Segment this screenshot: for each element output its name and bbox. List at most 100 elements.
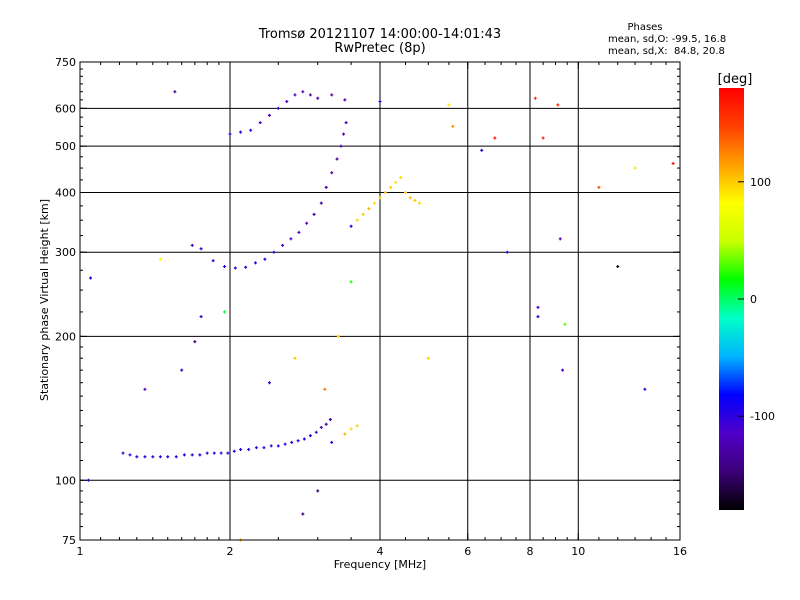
y-tick-label: 200 [55,330,76,343]
echo-point [272,250,276,254]
echo-point [399,175,403,179]
echo-point [378,100,382,104]
echo-point [232,449,236,453]
chart-title: Tromsø 20121107 14:00:00-14:01:43 [258,27,501,42]
echo-point [324,422,328,426]
echo-point [233,266,237,270]
echo-point [480,148,484,152]
echo-point [671,161,675,165]
echo-point [316,489,320,493]
echo-point [219,451,223,455]
echo-point [426,356,430,360]
echo-point [308,93,312,97]
echo-point [121,451,125,455]
echo-point [355,218,359,222]
echo-point [328,418,332,422]
echo-point [330,171,334,175]
y-tick-label: 75 [62,534,76,547]
echo-point [633,166,637,170]
y-tick-label: 100 [55,474,76,487]
echo-point [561,368,565,372]
echo-point [336,334,340,338]
y-tick-label: 500 [55,140,76,153]
echo-point [193,340,197,344]
echo-point [563,322,567,326]
echo-point [226,451,230,455]
echo-point [305,221,309,225]
x-tick-label: 16 [673,545,687,558]
grid-lines [80,62,680,540]
echo-point [389,185,393,189]
echo-point [283,442,287,446]
echo-point [597,185,601,189]
x-tick-label: 6 [464,545,471,558]
data-points [86,90,675,542]
echo-point [262,446,266,450]
echo-point [297,230,301,234]
echo-point [158,455,162,459]
x-tick-label: 1 [77,545,84,558]
echo-point [316,96,320,100]
echo-point [180,368,184,372]
echo-point [249,128,253,132]
echo-point [536,315,540,319]
echo-point [293,93,297,97]
echo-point [244,265,248,269]
phase-info-heading: Phases [627,22,662,33]
echo-point [173,90,177,94]
x-tick-label: 10 [571,545,585,558]
axis-ticks: 1 2 4 6 8 10 16 75 100 200 300 400 500 600 750 [55,56,687,558]
y-tick-label: 300 [55,246,76,259]
echo-point [367,207,371,211]
y-axis-label: Stationary phase Virtual Height [km] [38,199,51,401]
colorbar-label: [deg] [718,72,753,87]
echo-point [349,224,353,228]
echo-point [556,103,560,107]
colorbar-tick-label: 100 [750,176,771,189]
echo-point [223,310,227,314]
echo-point [330,93,334,97]
x-tick-label: 4 [377,545,384,558]
echo-point [198,453,202,457]
y-tick-label: 750 [55,56,76,69]
echo-point [239,447,243,451]
echo-point [308,434,312,438]
echo-point [403,190,407,194]
echo-point [349,280,353,284]
echo-point [276,444,280,448]
x-tick-label: 8 [527,545,534,558]
echo-point [276,106,280,110]
echo-point [335,157,339,161]
echo-point [190,243,194,247]
echo-point [344,121,348,125]
echo-point [378,196,382,200]
colorbar-ticks: 100 0 -100 [738,176,775,423]
echo-point [394,180,398,184]
phase-info-x: mean, sd,X: 84.8, 20.8 [608,46,725,57]
echo-point [339,144,343,148]
echo-point [301,90,305,94]
echo-point [211,259,215,263]
echo-point [373,201,377,205]
echo-point [128,453,132,457]
echo-point [323,387,327,391]
echo-point [263,257,267,261]
echo-point [254,446,258,450]
echo-point [616,265,620,269]
echo-point [319,425,323,429]
echo-point [541,136,545,140]
echo-point [143,455,147,459]
echo-point [212,451,216,455]
echo-point [349,427,353,431]
echo-point [493,136,497,140]
echo-point [223,265,227,269]
echo-point [143,387,147,391]
echo-point [158,257,162,261]
chart-subtitle: RwPretec (8p) [334,41,425,56]
echo-point [151,455,155,459]
echo-point [558,237,562,241]
colorbar-tick-label: -100 [750,410,775,423]
echo-point [267,381,271,385]
echo-point [289,237,293,241]
